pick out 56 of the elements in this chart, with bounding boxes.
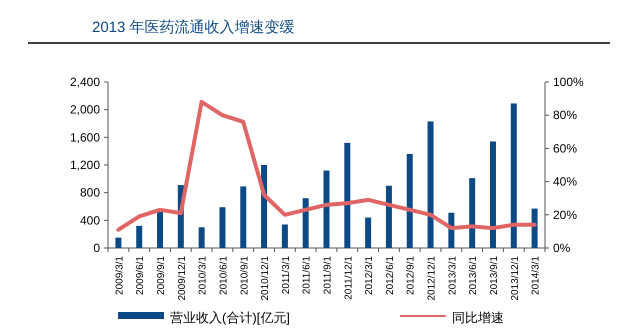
bar xyxy=(115,238,122,248)
y2-tick-label: 40% xyxy=(553,174,578,189)
y2-tick-label: 80% xyxy=(553,108,578,122)
x-tick-label: 2012/12/1 xyxy=(426,256,438,300)
chart-title: 2013 年医药流通收入增速变缓 xyxy=(92,19,295,36)
x-tick-label: 2013/12/1 xyxy=(510,256,521,300)
x-tick-label: 2013/6/1 xyxy=(468,256,480,295)
bar xyxy=(157,212,164,248)
y-tick-label: 1,200 xyxy=(70,158,100,172)
bar xyxy=(136,226,142,248)
x-tick-label: 2013/3/1 xyxy=(447,256,458,295)
x-tick-label: 2011/3/1 xyxy=(280,256,292,294)
bar xyxy=(510,103,517,248)
x-tick-label: 2009/12/1 xyxy=(176,256,188,300)
y2-tick-label: 100% xyxy=(553,75,584,89)
bar xyxy=(324,170,330,248)
bar xyxy=(282,224,288,248)
bar xyxy=(490,141,496,248)
legend-label: 同比增速 xyxy=(452,310,504,325)
bar xyxy=(365,218,372,248)
legend-label: 营业收入(合计)[亿元] xyxy=(170,310,290,325)
x-tick-label: 2012/6/1 xyxy=(384,256,396,295)
bar xyxy=(219,207,226,248)
bar xyxy=(240,186,246,248)
y-tick-label: 2,400 xyxy=(70,75,100,89)
x-tick-label: 2010/12/1 xyxy=(260,256,272,300)
x-tick-label: 2011/9/1 xyxy=(322,256,334,294)
x-tick-label: 2014/3/1 xyxy=(530,256,542,295)
y2-tick-label: 60% xyxy=(553,141,578,156)
bar xyxy=(198,227,205,248)
y-tick-label: 400 xyxy=(80,213,100,228)
x-tick-label: 2012/9/1 xyxy=(406,256,417,295)
bar xyxy=(302,198,309,248)
y2-tick-label: 20% xyxy=(553,208,578,222)
x-tick-label: 2009/6/1 xyxy=(135,256,146,295)
x-tick-label: 2012/3/1 xyxy=(364,256,376,295)
bar xyxy=(386,186,392,248)
x-tick-label: 2009/9/1 xyxy=(156,256,168,295)
bar xyxy=(344,142,350,248)
x-tick-label: 2011/12/1 xyxy=(343,256,354,300)
y2-tick-label: 0% xyxy=(553,241,571,255)
y-tick-label: 0 xyxy=(93,241,100,255)
bar xyxy=(428,121,434,248)
y-tick-label: 1,600 xyxy=(70,130,100,144)
bar xyxy=(469,178,476,248)
y-tick-label: 2,000 xyxy=(70,102,100,117)
x-tick-label: 2010/3/1 xyxy=(198,256,209,295)
x-tick-label: 2010/9/1 xyxy=(239,256,250,295)
x-tick-label: 2013/9/1 xyxy=(488,256,500,295)
x-tick-label: 2010/6/1 xyxy=(218,256,230,295)
y-tick-label: 800 xyxy=(80,186,100,200)
bar xyxy=(532,208,538,248)
bar xyxy=(406,154,413,248)
x-tick-label: 2011/6/1 xyxy=(302,256,313,294)
line-series xyxy=(116,100,537,232)
x-tick-label: 2009/3/1 xyxy=(114,256,126,295)
